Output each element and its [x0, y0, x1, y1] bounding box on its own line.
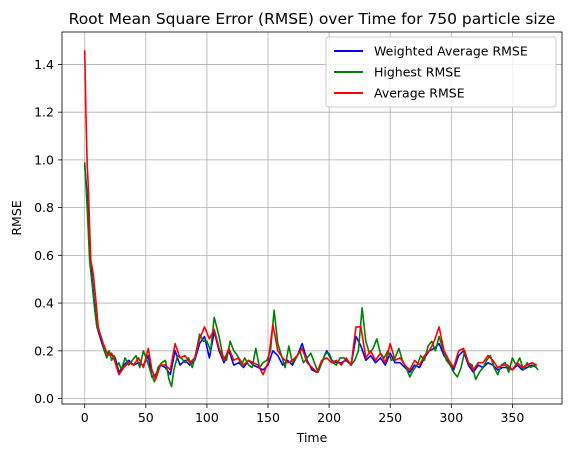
x-tick-label: 0	[81, 410, 89, 425]
y-tick-label: 0.8	[34, 200, 54, 215]
series-line-average-rmse	[83, 50, 538, 381]
plot-frame	[61, 31, 563, 405]
y-tick-label: 0.2	[34, 343, 54, 358]
x-tick-label: 150	[256, 410, 280, 425]
x-tick-label: 250	[378, 410, 402, 425]
legend-label: Highest RMSE	[374, 65, 461, 80]
y-tick-label: 1.2	[34, 105, 54, 120]
y-tick-label: 1.0	[34, 152, 54, 167]
y-tick-label: 0.0	[34, 391, 54, 406]
legend: Weighted Average RMSE Highest RMSE Average…	[325, 36, 557, 108]
series-lines	[83, 50, 539, 388]
x-axis-label: Time	[296, 430, 328, 445]
y-tick-label: 0.6	[34, 248, 54, 263]
chart-title: Root Mean Square Error (RMSE) over Time …	[69, 10, 556, 28]
x-tick-label: 350	[500, 410, 524, 425]
legend-label: Weighted Average RMSE	[374, 44, 528, 59]
legend-label: Average RMSE	[374, 86, 465, 101]
y-tick-label: 1.4	[34, 57, 54, 72]
axis-ticks: 0 50 100 150 200 250 300 350 0.0 0.2 0.4 0.6 0.8 1.0 1…	[34, 57, 524, 425]
series-line-weighted-average-rmse	[83, 164, 538, 378]
y-axis-label: RMSE	[9, 200, 24, 235]
y-tick-label: 0.4	[34, 296, 54, 311]
x-tick-label: 300	[439, 410, 463, 425]
x-tick-label: 100	[195, 410, 219, 425]
x-tick-label: 200	[317, 410, 341, 425]
x-tick-label: 50	[138, 410, 154, 425]
legend-box	[325, 36, 557, 108]
